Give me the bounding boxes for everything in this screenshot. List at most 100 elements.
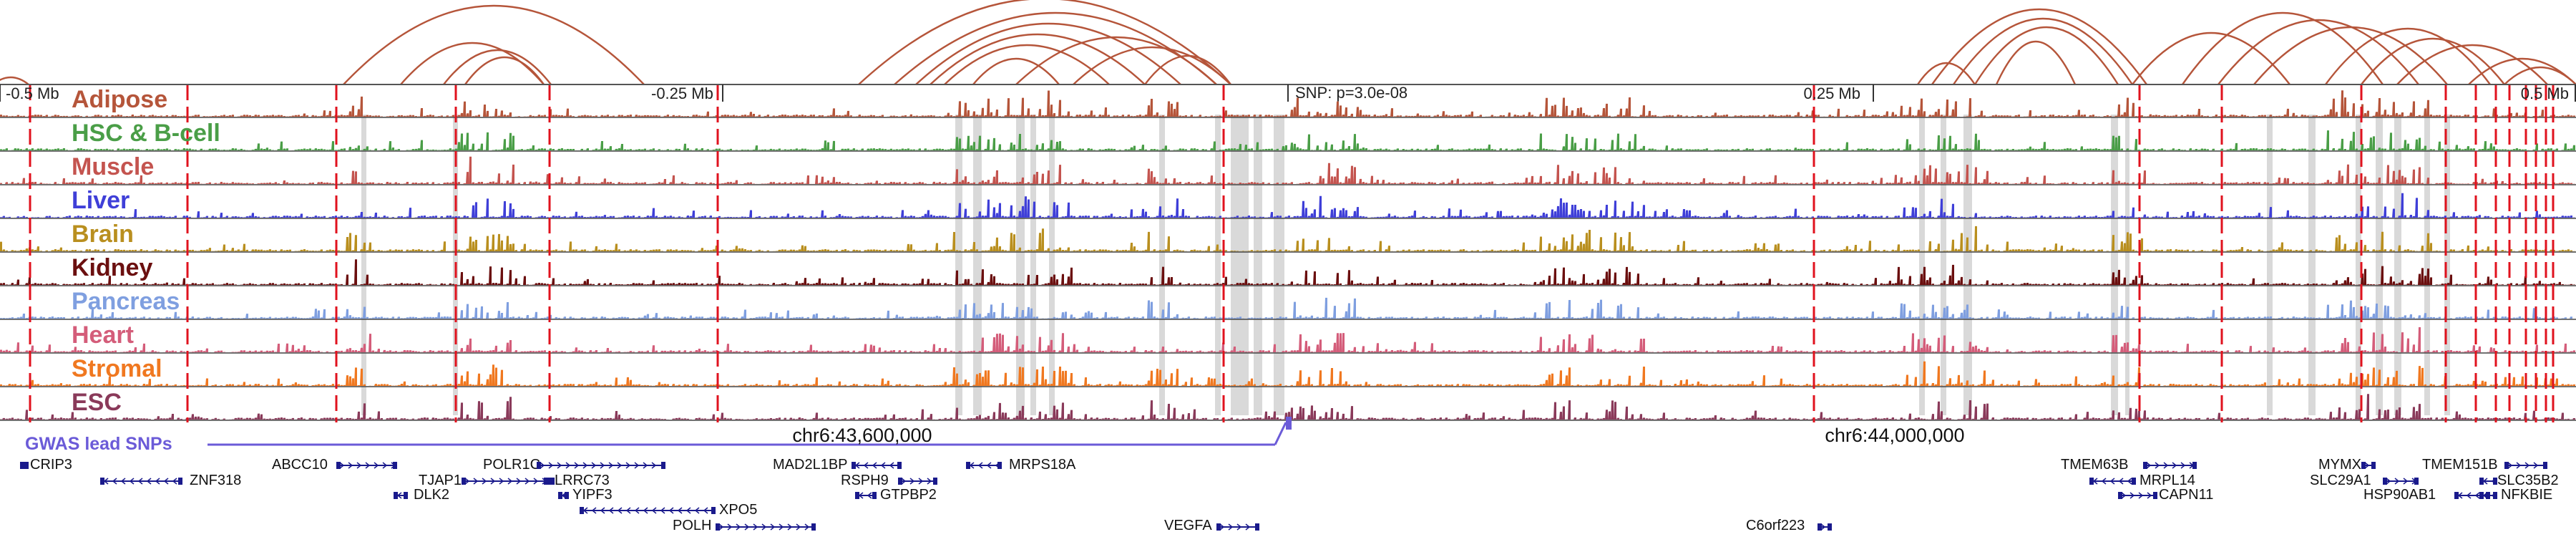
gene-exon bbox=[1818, 523, 1822, 531]
gene-exon bbox=[580, 507, 584, 514]
highlight-column bbox=[2394, 115, 2401, 415]
highlight-column bbox=[2424, 115, 2430, 415]
gene-label-capn11[interactable]: CAPN11 bbox=[2159, 487, 2213, 503]
gene-exon bbox=[2414, 478, 2419, 485]
track-label-kidney[interactable]: Kidney bbox=[72, 254, 152, 281]
gene-exon bbox=[855, 492, 859, 499]
coordinate-label: chr6:43,600,000 bbox=[792, 425, 932, 446]
interaction-arc bbox=[343, 4, 645, 85]
gene-label-c6orf223[interactable]: C6orf223 bbox=[1746, 518, 1805, 533]
gene-exon bbox=[20, 462, 24, 469]
gene-label-mrps18a[interactable]: MRPS18A bbox=[1009, 457, 1076, 473]
gene-exon bbox=[872, 492, 877, 499]
highlight-column bbox=[2125, 115, 2129, 415]
interaction-arc bbox=[944, 44, 1110, 85]
highlight-column bbox=[973, 115, 982, 415]
interaction-arc bbox=[443, 49, 552, 85]
gene-label-tmem63b[interactable]: TMEM63B bbox=[2061, 457, 2128, 473]
gwas-snp-marker[interactable] bbox=[1286, 417, 1292, 430]
track-label-brain[interactable]: Brain bbox=[72, 221, 134, 248]
interaction-arc bbox=[1015, 36, 1217, 85]
gene-label-lrrc73[interactable]: LRRC73 bbox=[555, 473, 610, 488]
gene-label-dlk2[interactable]: DLK2 bbox=[414, 487, 449, 503]
gene-exon bbox=[2479, 492, 2484, 499]
gene-label-xpo5[interactable]: XPO5 bbox=[719, 502, 757, 518]
gene-exon bbox=[537, 462, 541, 469]
gene-label-vegfa[interactable]: VEGFA bbox=[1164, 518, 1212, 533]
gene-label-abcc10[interactable]: ABCC10 bbox=[272, 457, 328, 473]
interaction-arc bbox=[2218, 19, 2419, 85]
interaction-arc bbox=[858, 0, 1231, 85]
gene-label-hsp90ab1[interactable]: HSP90AB1 bbox=[2363, 487, 2436, 503]
interaction-arc bbox=[2182, 12, 2384, 85]
track-label-hsc-bcell[interactable]: HSC & B-cell bbox=[72, 120, 220, 147]
interaction-arc bbox=[2396, 44, 2548, 85]
track-label-esc[interactable]: ESC bbox=[72, 389, 122, 416]
gene-exon bbox=[852, 462, 856, 469]
gwas-track[interactable]: GWAS lead SNPs bbox=[25, 417, 1292, 454]
gene-label-tmem151b[interactable]: TMEM151B bbox=[2422, 457, 2498, 473]
gene-label-mrpl14[interactable]: MRPL14 bbox=[2140, 473, 2195, 488]
signal-track-3 bbox=[0, 156, 2576, 184]
gene-exon bbox=[544, 478, 548, 485]
gene-exon bbox=[716, 523, 720, 531]
gene-label-yipf3[interactable]: YIPF3 bbox=[572, 487, 613, 503]
track-label-muscle[interactable]: Muscle bbox=[72, 153, 154, 180]
gene-label-slc29a1[interactable]: SLC29A1 bbox=[2310, 473, 2371, 488]
coordinate-label: chr6:44,000,000 bbox=[1825, 425, 1964, 446]
gene-exon bbox=[2153, 492, 2157, 499]
scale-tick-label: -0.5 Mb bbox=[6, 84, 59, 102]
gene-label-nfkbie[interactable]: NFKBIE bbox=[2501, 487, 2552, 503]
track-label-adipose[interactable]: Adipose bbox=[72, 86, 167, 113]
highlight-column bbox=[1963, 115, 1972, 415]
gene-label-polh[interactable]: POLH bbox=[673, 518, 711, 533]
scale-tick-label: 0.25 Mb bbox=[1804, 84, 1861, 102]
highlight-column bbox=[2444, 115, 2450, 415]
gene-label-mymx[interactable]: MYMX bbox=[2318, 457, 2361, 473]
interaction-arc bbox=[1953, 17, 2133, 85]
gene-exon bbox=[897, 462, 902, 469]
gene-label-polr1c[interactable]: POLR1C bbox=[483, 457, 540, 473]
track-label-heart[interactable]: Heart bbox=[72, 321, 134, 349]
signal-track-10 bbox=[0, 394, 2576, 420]
track-label-pancreas[interactable]: Pancreas bbox=[72, 288, 180, 315]
gene-exon bbox=[558, 492, 562, 499]
interaction-arc bbox=[2253, 26, 2448, 85]
gene-exon bbox=[24, 462, 29, 469]
gene-label-crip3[interactable]: CRIP3 bbox=[30, 457, 72, 473]
gene-exon bbox=[1216, 523, 1221, 531]
gene-label-mad2l1bp[interactable]: MAD2L1BP bbox=[773, 457, 848, 473]
gene-label-znf318[interactable]: ZNF318 bbox=[190, 473, 241, 488]
track-label-liver[interactable]: Liver bbox=[72, 187, 130, 214]
gene-label-rsph9[interactable]: RSPH9 bbox=[841, 473, 889, 488]
snp-label: SNP: p=3.0e-08 bbox=[1295, 84, 1407, 102]
highlight-column bbox=[1274, 115, 1284, 415]
track-label-stromal[interactable]: Stromal bbox=[72, 355, 162, 382]
gene-exon bbox=[2371, 462, 2376, 469]
scale-tick-label: 0.5 Mb bbox=[2521, 84, 2569, 102]
gene-exon bbox=[550, 478, 555, 485]
interaction-arc bbox=[2504, 66, 2576, 85]
highlight-column bbox=[2267, 115, 2273, 415]
interaction-arc bbox=[1931, 8, 2147, 85]
interaction-arc bbox=[2132, 32, 2290, 85]
scale-bar: -0.5 Mb -0.25 Mb 0.25 Mb 0.5 Mb SNP: p=3… bbox=[0, 84, 2576, 102]
highlight-column bbox=[1231, 115, 1249, 415]
gene-exon bbox=[2361, 462, 2366, 469]
highlight-column bbox=[361, 115, 366, 415]
gene-exon bbox=[2118, 492, 2122, 499]
gene-exon bbox=[2479, 478, 2484, 485]
scale-tick-label: -0.25 Mb bbox=[651, 84, 713, 102]
gene-exon bbox=[1255, 523, 1259, 531]
gene-label-tjap1[interactable]: TJAP1 bbox=[419, 473, 462, 488]
gene-exon bbox=[2192, 462, 2197, 469]
interaction-arc bbox=[2325, 28, 2491, 85]
gene-label-gtpbp2[interactable]: GTPBP2 bbox=[880, 487, 937, 503]
gene-label-slc35b2[interactable]: SLC35B2 bbox=[2497, 473, 2559, 488]
gene-exon bbox=[711, 507, 716, 514]
gene-exon bbox=[1828, 523, 1832, 531]
track-baselines bbox=[0, 117, 2576, 421]
highlight-column bbox=[2376, 115, 2383, 415]
